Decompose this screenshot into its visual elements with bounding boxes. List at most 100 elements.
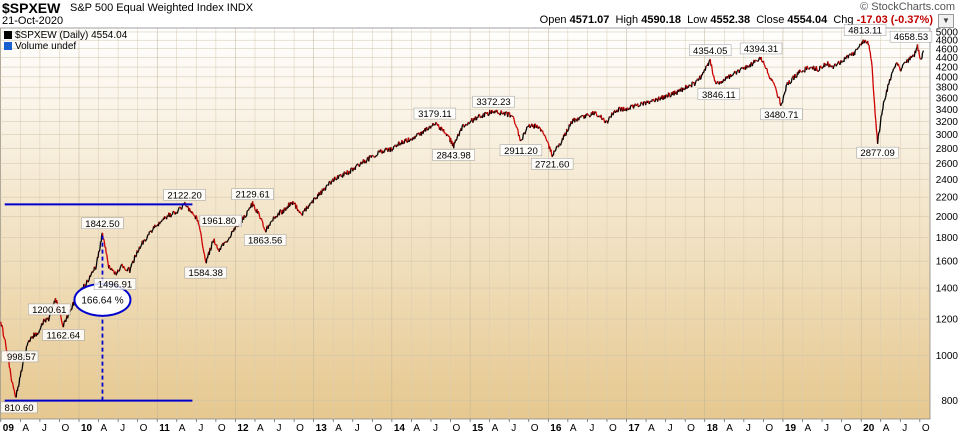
price-segment <box>300 213 303 216</box>
price-segment <box>499 113 502 116</box>
price-label-box <box>1 350 39 363</box>
price-segment <box>521 138 524 141</box>
price-label-text: 1496.91 <box>98 280 132 291</box>
price-segment <box>89 275 92 278</box>
y-tick-label: 3400 <box>936 105 959 116</box>
triangle-down-icon[interactable]: ▼ <box>938 14 954 28</box>
x-tick-label: 19 <box>785 423 797 434</box>
price-segment <box>124 268 127 271</box>
price-segment <box>642 101 645 106</box>
price-segment <box>38 330 41 334</box>
price-segment <box>527 125 530 128</box>
price-segment <box>658 96 661 100</box>
price-label: 4813.11 <box>843 24 887 37</box>
price-segment <box>760 56 763 62</box>
price-segment <box>28 340 31 343</box>
price-segment <box>380 149 383 154</box>
price-segment <box>103 241 106 248</box>
y-tick-label: 2200 <box>936 193 959 204</box>
price-segment <box>519 139 522 142</box>
price-segment <box>10 377 13 383</box>
price-segment <box>120 264 122 267</box>
price-segment <box>545 138 548 142</box>
price-label: 3480.71 <box>760 108 803 121</box>
price-segment <box>764 64 766 68</box>
price-segment <box>517 130 520 136</box>
price-segment <box>195 215 198 218</box>
price-segment <box>18 377 21 384</box>
price-segment <box>365 161 367 164</box>
price-segment <box>119 267 121 271</box>
price-segment <box>434 123 437 126</box>
price-segment <box>288 205 291 208</box>
price-label: 3846.11 <box>697 88 740 101</box>
price-segment <box>804 66 807 70</box>
price-segment <box>216 244 218 249</box>
x-tick-label: 11 <box>159 423 170 434</box>
price-segment <box>903 62 905 64</box>
x-tick-label: J <box>433 423 438 434</box>
y-tick-label: 4600 <box>936 44 959 55</box>
price-segment <box>383 150 386 153</box>
price-segment <box>918 55 921 59</box>
price-segment <box>455 139 458 142</box>
price-segment <box>2 328 4 336</box>
price-segment <box>279 209 281 212</box>
price-label-box <box>199 214 242 227</box>
price-segment <box>71 305 74 310</box>
price-segment <box>27 341 29 344</box>
y-tick-label: 1800 <box>936 233 959 244</box>
price-segment <box>820 66 823 69</box>
y-tick-label: 1400 <box>936 284 959 295</box>
price-segment <box>201 245 204 249</box>
price-segment <box>295 204 298 209</box>
price-segment <box>637 105 640 108</box>
price-segment <box>921 52 924 59</box>
price-label-box <box>413 107 457 120</box>
price-segment <box>198 223 200 226</box>
price-segment <box>724 79 726 82</box>
price-segment <box>17 382 20 387</box>
price-segment <box>335 178 338 181</box>
price-segment <box>103 238 105 242</box>
price-label: 1496.91 <box>93 278 137 291</box>
price-segment <box>314 198 317 200</box>
price-segment <box>872 76 875 90</box>
index-full-name: S&P 500 Equal Weighted Index <box>70 2 224 14</box>
price-label-box <box>760 108 803 121</box>
price-segment <box>869 51 872 59</box>
price-segment <box>330 181 333 185</box>
price-segment <box>389 147 392 153</box>
price-segment <box>567 128 570 131</box>
price-segment <box>200 232 203 237</box>
price-label-box <box>889 30 933 43</box>
price-segment <box>854 49 857 52</box>
price-segment <box>621 106 624 111</box>
price-segment <box>9 372 12 378</box>
price-segment <box>104 247 107 254</box>
price-segment <box>370 155 373 158</box>
price-segment <box>702 70 705 74</box>
price-segment <box>372 155 374 157</box>
price-segment <box>606 120 609 124</box>
price-segment <box>834 63 837 65</box>
price-segment <box>176 210 179 214</box>
price-segment <box>260 218 263 221</box>
price-segment <box>206 254 209 259</box>
price-segment <box>119 266 122 268</box>
price-segment <box>478 114 481 118</box>
price-segment <box>541 130 544 134</box>
price-label-box <box>0 401 38 414</box>
price-segment <box>773 82 776 86</box>
price-segment <box>582 114 584 117</box>
price-segment <box>117 269 120 272</box>
price-segment <box>645 101 647 106</box>
price-label-box <box>28 303 71 316</box>
price-segment <box>802 70 805 72</box>
price-segment <box>48 317 50 322</box>
chart-header: $SPXEW S&P 500 Equal Weighted Index INDX… <box>0 0 961 28</box>
price-segment <box>915 47 918 50</box>
price-segment <box>13 388 15 391</box>
price-segment <box>712 75 715 78</box>
price-segment <box>715 82 718 85</box>
